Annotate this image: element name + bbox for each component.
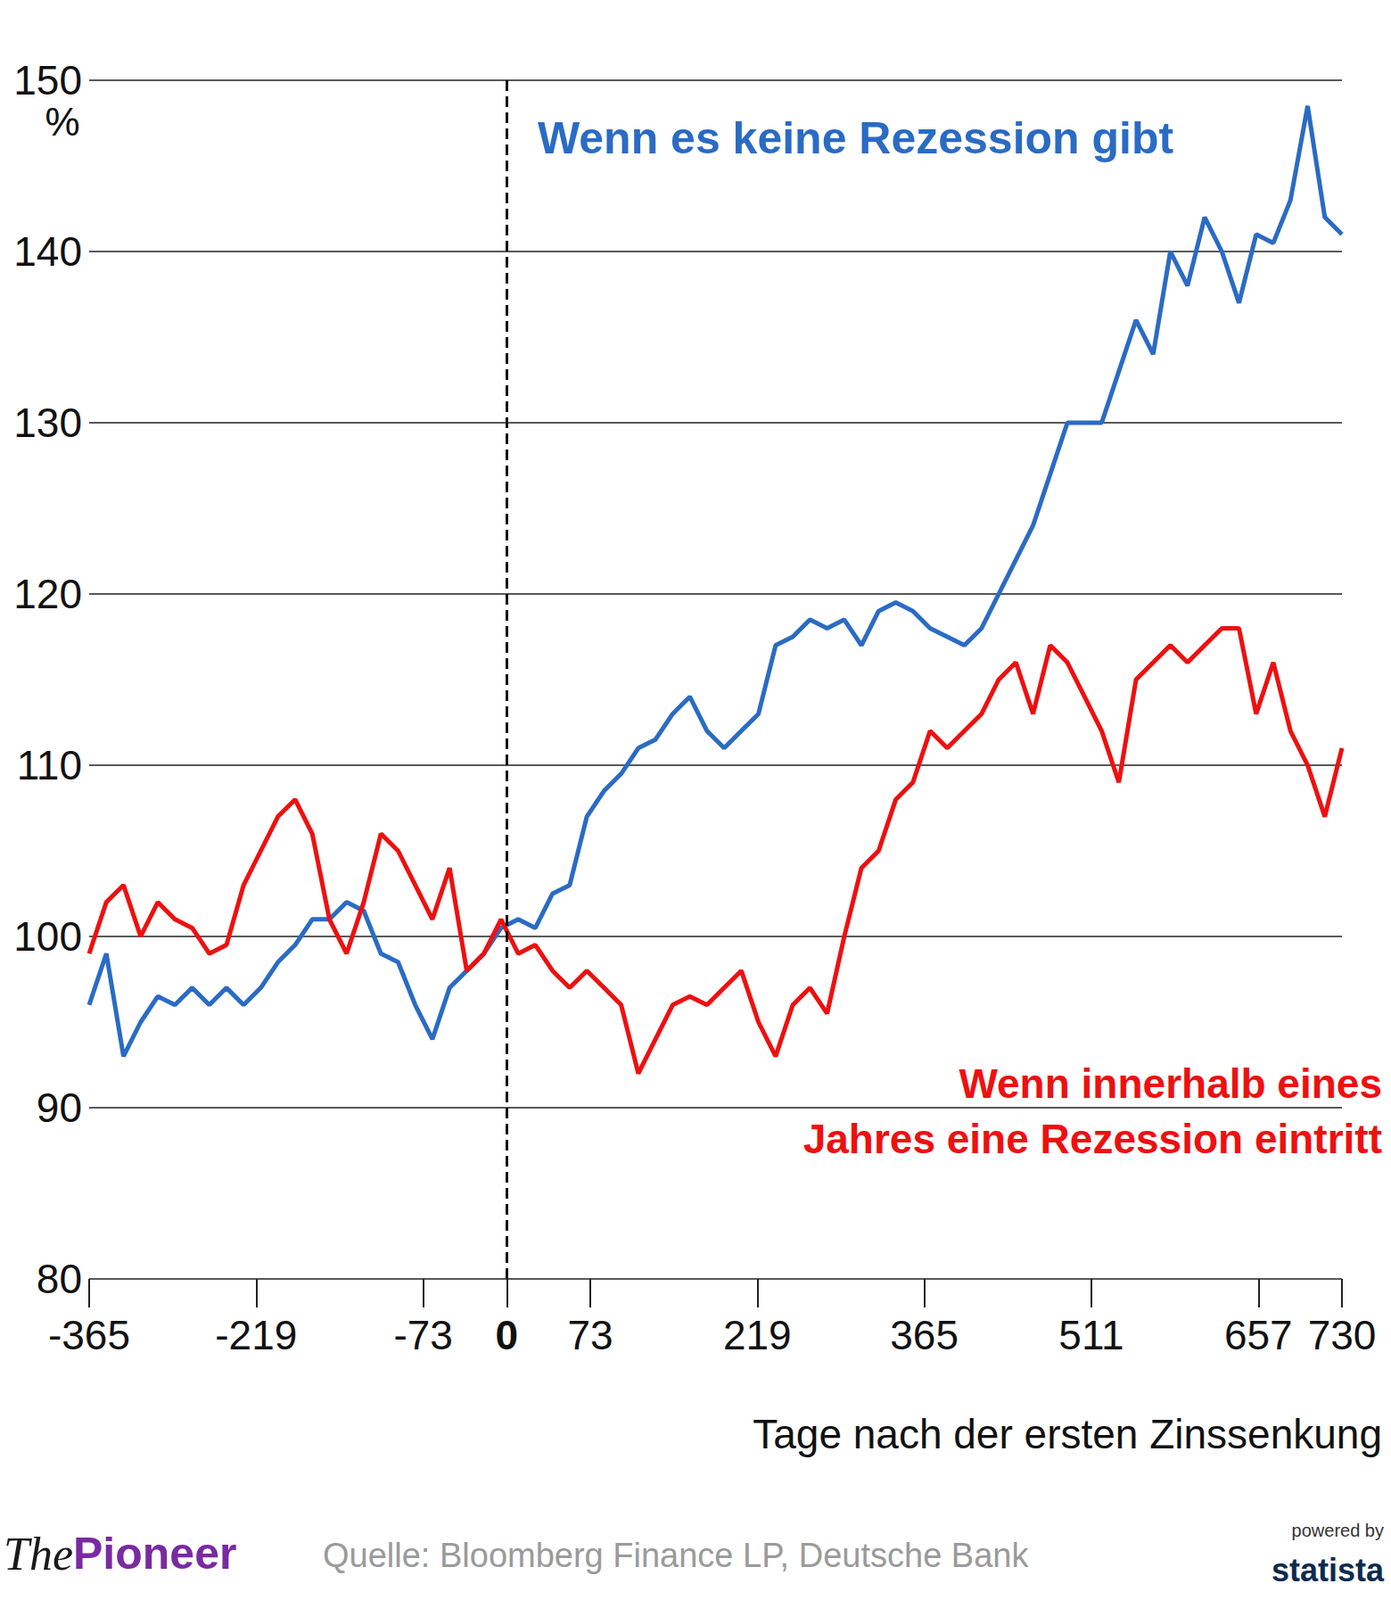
svg-text:73: 73 [567,1311,613,1359]
svg-text:-219: -219 [214,1311,297,1359]
svg-text:Tage nach der ersten Zinssenku: Tage nach der ersten Zinssenkung [752,1410,1383,1457]
svg-text:Pioneer: Pioneer [73,1528,237,1579]
svg-text:Jahres eine Rezession eintritt: Jahres eine Rezession eintritt [803,1115,1383,1162]
svg-text:120: 120 [13,570,83,618]
svg-text:powered by: powered by [1292,1520,1384,1540]
svg-text:90: 90 [36,1084,83,1131]
svg-text:-73: -73 [393,1311,453,1359]
svg-text:0: 0 [495,1311,519,1359]
svg-text:Wenn es keine Rezession gibt: Wenn es keine Rezession gibt [537,113,1175,164]
svg-text:Wenn innerhalb eines: Wenn innerhalb eines [958,1060,1383,1107]
svg-text:657: 657 [1224,1311,1293,1359]
svg-text:730: 730 [1308,1311,1377,1359]
svg-text:100: 100 [13,913,83,960]
svg-text:150: 150 [13,57,83,104]
svg-text:-365: -365 [48,1311,131,1359]
svg-text:140: 140 [13,228,83,275]
svg-text:The: The [3,1528,74,1580]
svg-text:statista: statista [1271,1551,1385,1589]
svg-text:%: % [44,99,80,144]
svg-text:511: 511 [1058,1311,1124,1359]
svg-text:110: 110 [16,741,83,789]
svg-text:365: 365 [889,1311,959,1359]
svg-text:219: 219 [723,1311,792,1359]
svg-text:Quelle: Bloomberg Finance LP,: Quelle: Bloomberg Finance LP, Deutsche B… [322,1536,1029,1574]
svg-text:130: 130 [13,399,83,446]
svg-text:80: 80 [36,1255,83,1302]
